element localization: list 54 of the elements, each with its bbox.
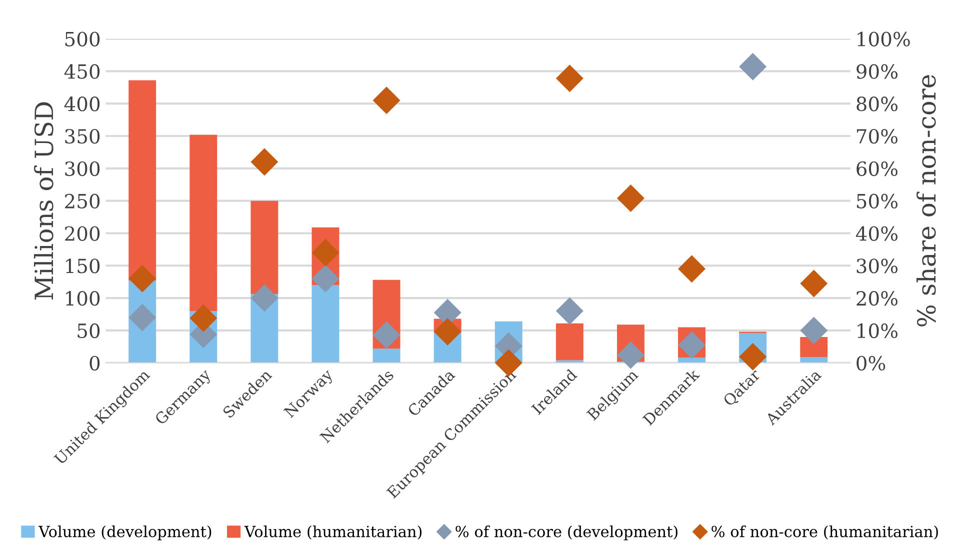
y2-tick-label: 90%: [856, 64, 898, 79]
bar: [128, 80, 156, 281]
y-tick-label: 250: [65, 194, 100, 208]
point: [739, 343, 766, 370]
y2-tick-label: 30%: [856, 258, 898, 274]
y2-tick-label: 80%: [856, 96, 898, 112]
point: [190, 304, 217, 332]
y-tick-label: 400: [64, 96, 100, 112]
y2-tick-label: 20%: [856, 291, 898, 306]
point: [434, 318, 462, 346]
y-tick-label: 200: [65, 226, 100, 241]
bar: [678, 358, 706, 363]
point: [556, 64, 584, 92]
point: [373, 322, 400, 348]
point: [739, 53, 766, 80]
y2-tick-label: 40%: [856, 226, 898, 241]
point: [128, 265, 156, 292]
bar: [190, 134, 218, 312]
point: [250, 284, 278, 312]
y2-tick-label: 70%: [856, 128, 898, 144]
legend-label: Volume (humanitarian): [244, 525, 422, 540]
point: [678, 332, 706, 359]
point: [250, 148, 278, 176]
point: [373, 86, 400, 114]
bar: [250, 200, 278, 294]
y2-tick-label: 50%: [857, 194, 898, 208]
point: [800, 317, 828, 344]
y-tick-label: 450: [64, 64, 100, 79]
point: [556, 298, 584, 324]
y-tick-label: 150: [66, 258, 100, 274]
y2-axis-title: % share of non-core: [916, 75, 936, 326]
point: [800, 270, 828, 297]
y-tick-label: 300: [65, 161, 100, 176]
y-tick-label: 0: [90, 356, 100, 371]
y-tick-label: 350: [65, 128, 100, 144]
bar: [372, 348, 400, 363]
y-tick-label: 50: [78, 323, 100, 338]
y-tick-label: 500: [65, 32, 100, 46]
bar: [800, 357, 828, 363]
legend-label: Volume (development): [38, 525, 212, 540]
legend-label: % of non-core (humanitarian): [712, 525, 938, 540]
point: [678, 255, 706, 282]
y2-tick-label: 100%: [858, 32, 910, 46]
y-tick-label: 100: [66, 291, 100, 306]
point: [312, 265, 339, 292]
bar: [556, 323, 584, 360]
legend-label: % of non-core (development): [456, 525, 678, 540]
y-axis-title: Millions of USD: [34, 102, 54, 300]
bar: [312, 285, 340, 363]
y2-tick-label: 0%: [856, 356, 886, 371]
bar: [800, 336, 828, 358]
y2-tick-label: 60%: [856, 161, 898, 176]
y2-tick-label: 10%: [858, 323, 898, 338]
point: [617, 184, 644, 212]
